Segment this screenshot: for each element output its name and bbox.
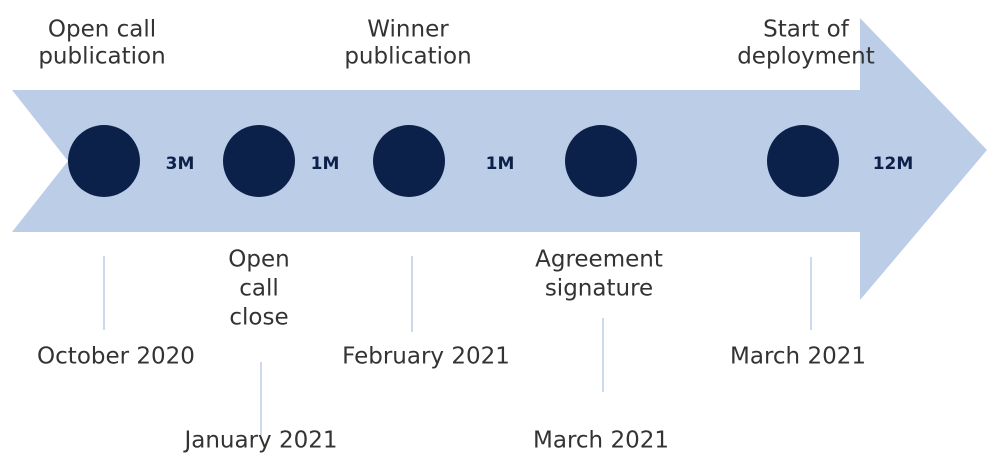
milestone-label: deployment [737,44,875,70]
milestone-dot [373,125,445,197]
milestone-date: October 2020 [37,344,195,370]
milestone-label: signature [545,276,653,302]
milestone-label: Start of [763,17,850,43]
milestone-dot [767,125,839,197]
milestone-dot [565,125,637,197]
milestone-label: close [229,305,288,331]
milestone-date: March 2021 [730,344,866,370]
milestone-dot [223,125,295,197]
milestone-label: Winner [367,17,449,43]
milestone-label: Agreement [535,247,663,273]
milestone-label: Open call [48,17,156,43]
milestone-label: publication [38,44,165,70]
duration: 1M [311,154,340,174]
milestone-date: January 2021 [182,428,337,454]
duration: 3M [166,154,195,174]
arrow [12,18,987,300]
duration: 1M [486,154,515,174]
milestone-label: publication [344,44,471,70]
duration: 12M [873,154,914,174]
milestone-label: call [239,276,279,302]
milestone-date: February 2021 [342,344,510,370]
milestone-dot [68,125,140,197]
milestone-date: March 2021 [533,428,669,454]
milestone-label: Open [228,247,289,273]
